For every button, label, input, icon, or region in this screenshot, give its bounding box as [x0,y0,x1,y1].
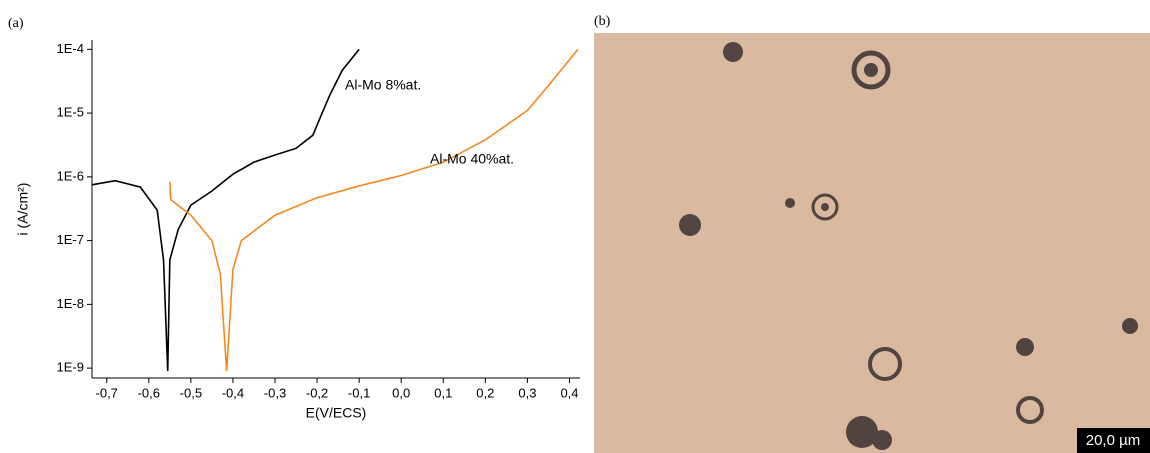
micrograph-background [594,33,1150,453]
pit [868,347,902,381]
pit [811,193,839,221]
pit [851,50,891,90]
legend-label: Al-Mo 40%at. [430,151,514,167]
pit [785,198,795,208]
y-axis-label: i (A/cm²) [15,183,31,236]
scale-bar-label: 20,0 µm [1086,432,1141,449]
x-axis-label: E(V/ECS) [306,405,367,421]
y-tick-label: 1E-6 [57,168,84,183]
x-tick-label: 0,2 [476,385,494,400]
pit [679,214,701,236]
scale-bar-box [1077,428,1150,453]
x-tick-label: -0,1 [348,385,370,400]
chart: -0,7 -0,6 -0,5 -0,4 -0,3 -0,2 -0,1 0,0 0,1 0,2 0,3… [15,40,580,421]
pit [1016,396,1044,424]
panel-label: (b) [594,14,611,29]
x-tick-label: -0,3 [264,385,286,400]
series-line [169,48,579,372]
pit [872,430,892,450]
x-tick-label: -0,5 [180,385,202,400]
y-tick-label: 1E-7 [57,232,84,247]
y-tick-label: 1E-8 [57,296,84,311]
panel-label: (a) [8,16,24,31]
pit [1122,318,1138,334]
x-tick-label: 0,4 [560,385,578,400]
x-tick-label: -0,4 [222,385,244,400]
x-tick-label: 0,3 [518,385,536,400]
legend-label: Al-Mo 8%at. [345,77,421,93]
x-tick-label: 0,1 [434,385,452,400]
micrograph: 20,0 µm [594,33,1150,453]
pit [723,42,743,62]
y-tick-label: 1E-5 [57,105,84,120]
x-tick-label: -0,2 [306,385,328,400]
pit [864,63,878,77]
y-tick-label: 1E-4 [57,41,84,56]
x-tick-label: -0,7 [96,385,118,400]
y-tick-label: 1E-9 [57,360,84,375]
pit [846,416,878,448]
series-line [91,48,360,372]
x-tick-label: -0,6 [138,385,160,400]
x-tick-label: 0,0 [392,385,410,400]
pit [1016,338,1034,356]
pit [821,203,829,211]
